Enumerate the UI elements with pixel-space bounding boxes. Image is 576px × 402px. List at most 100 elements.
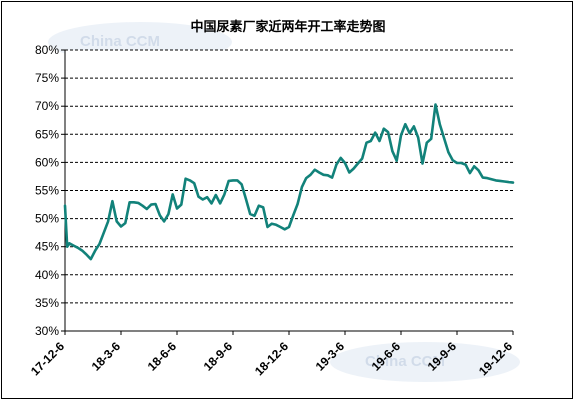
data-point: [460, 162, 463, 164]
data-point: [395, 159, 398, 162]
data-point: [275, 223, 277, 226]
data-point: [223, 193, 226, 196]
data-point: [240, 183, 243, 186]
data-point: [425, 141, 428, 144]
data-point: [77, 246, 79, 249]
y-tick-label: 60%: [35, 155, 59, 169]
data-point: [81, 249, 84, 252]
data-point: [197, 195, 200, 198]
data-point: [66, 245, 69, 248]
data-point: [94, 249, 97, 252]
data-point: [167, 213, 170, 216]
y-tick-label: 35%: [35, 296, 59, 310]
series-group: [63, 103, 515, 261]
data-point: [469, 172, 471, 175]
data-point: [85, 253, 88, 256]
svg-text:China CCM: China CCM: [365, 353, 445, 370]
data-point: [98, 243, 101, 245]
data-point: [477, 169, 480, 172]
data-point: [331, 176, 333, 179]
data-point: [400, 134, 402, 137]
data-point: [305, 177, 308, 180]
data-point: [447, 151, 450, 154]
data-point: [128, 201, 131, 204]
data-point: [102, 231, 105, 234]
data-point: [257, 204, 260, 207]
data-point: [279, 226, 282, 228]
data-point: [374, 131, 377, 134]
y-tick-label: 50%: [35, 212, 59, 226]
data-point: [189, 179, 191, 182]
data-point: [499, 180, 501, 182]
data-point: [430, 137, 433, 140]
data-point: [210, 202, 213, 205]
data-point: [266, 226, 269, 228]
data-point: [253, 214, 256, 217]
data-point: [361, 157, 364, 160]
data-point: [443, 137, 445, 140]
data-point: [137, 202, 140, 204]
data-point: [296, 203, 299, 205]
chart-title: 中国尿素厂家近两年开工率走势图: [190, 20, 386, 35]
data-point: [141, 204, 144, 207]
x-tick-label: 17-12-6: [28, 339, 67, 378]
data-point: [417, 136, 420, 139]
data-point: [145, 208, 148, 210]
data-point: [357, 162, 359, 165]
data-point: [133, 201, 135, 204]
data-point: [408, 132, 411, 135]
data-point: [365, 141, 368, 144]
data-point: [89, 258, 92, 260]
data-point: [473, 165, 476, 168]
data-point: [391, 150, 394, 153]
svg-text:China CCM: China CCM: [80, 33, 160, 50]
y-tick-label: 55%: [35, 184, 59, 198]
y-tick-label: 80%: [35, 43, 59, 57]
series-line: [63, 103, 515, 261]
data-point: [421, 162, 424, 165]
y-tick-label: 45%: [35, 240, 59, 254]
data-point: [378, 140, 381, 142]
data-point: [369, 140, 372, 142]
x-tick-label: 18-3-6: [89, 339, 124, 374]
data-point: [352, 167, 355, 170]
data-point: [322, 173, 325, 176]
plot-background: [65, 50, 513, 331]
data-point: [193, 182, 196, 185]
data-point: [382, 127, 385, 130]
y-axis-ticks: 30% 35% 40% 45% 50% 55% 60% 65% 70% 75% 80%: [35, 43, 65, 338]
x-tick-label: 18-12-6: [252, 339, 291, 378]
x-tick-label: 18-6-6: [145, 339, 180, 374]
data-point: [184, 177, 187, 180]
y-tick-label: 40%: [35, 268, 59, 282]
data-point: [154, 203, 157, 205]
data-point: [150, 203, 153, 206]
y-tick-label: 70%: [35, 99, 59, 113]
data-point: [163, 220, 166, 223]
data-point: [507, 181, 510, 184]
data-point: [227, 180, 230, 182]
data-point: [490, 178, 493, 181]
data-point: [107, 220, 109, 223]
data-point: [236, 179, 239, 182]
data-point: [206, 196, 209, 199]
data-point: [438, 123, 441, 126]
data-point: [313, 168, 316, 171]
plot-area: [65, 50, 513, 331]
data-point: [262, 206, 265, 209]
data-point: [176, 207, 178, 210]
data-point: [503, 180, 506, 183]
data-point: [456, 162, 458, 164]
data-point: [344, 162, 346, 164]
data-point: [387, 131, 389, 134]
data-point: [288, 226, 290, 228]
y-tick-label: 75%: [35, 71, 59, 85]
data-point: [68, 242, 71, 245]
data-point: [171, 193, 174, 196]
data-point: [318, 171, 321, 174]
data-point: [494, 179, 497, 182]
data-point: [512, 181, 514, 184]
data-point: [339, 157, 342, 159]
data-point: [292, 214, 295, 217]
